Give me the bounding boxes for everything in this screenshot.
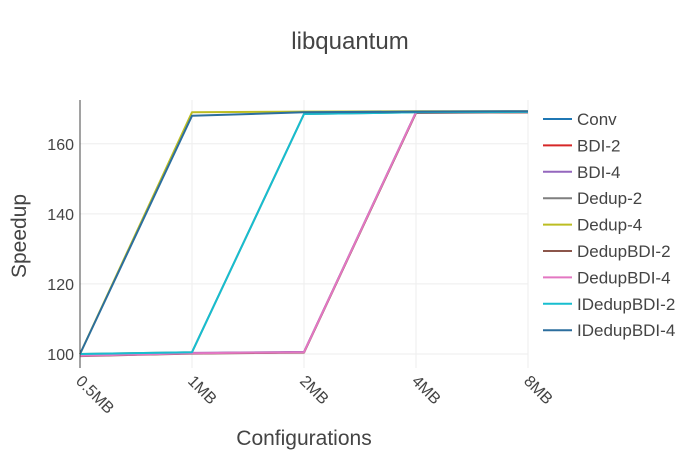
legend-item[interactable]: IDedupBDI-2: [543, 295, 675, 314]
y-axis-title: Speedup: [8, 194, 31, 278]
x-axis-title: Configurations: [236, 427, 371, 450]
x-tick-label: 2MB: [296, 373, 331, 408]
legend-label: BDI-2: [577, 136, 620, 155]
legend-label: IDedupBDI-2: [577, 295, 675, 314]
x-tick-label: 4MB: [408, 373, 443, 408]
chart-title: libquantum: [291, 28, 408, 55]
series-lines: [79, 110, 529, 358]
grid-lines: [80, 100, 529, 368]
legend-item[interactable]: BDI-2: [543, 136, 620, 155]
legend-item[interactable]: DedupBDI-4: [543, 268, 671, 287]
y-tick-label: 120: [47, 277, 74, 294]
legend-item[interactable]: Dedup-4: [543, 216, 642, 235]
y-tick-label: 140: [47, 207, 74, 224]
x-tick-label: 0.5MB: [72, 373, 117, 418]
legend-label: Dedup-4: [577, 216, 642, 235]
legend-label: BDI-4: [577, 163, 620, 182]
y-tick-label: 100: [47, 347, 74, 364]
legend[interactable]: Conv BDI-2 BDI-4 Dedup-2 Dedup-4 DedupBDI-2 De…: [543, 110, 675, 340]
legend-label: Conv: [577, 110, 617, 129]
legend-item[interactable]: DedupBDI-2: [543, 242, 671, 261]
x-tick-label: 8MB: [520, 373, 555, 408]
series-line-idedupbdi-4: [79, 110, 529, 355]
legend-label: Dedup-2: [577, 189, 642, 208]
x-tick-label: 1MB: [184, 373, 219, 408]
y-tick-label: 160: [47, 137, 74, 154]
legend-item[interactable]: IDedupBDI-4: [543, 321, 675, 340]
legend-label: DedupBDI-2: [577, 242, 671, 261]
legend-item[interactable]: Dedup-2: [543, 189, 642, 208]
legend-item[interactable]: BDI-4: [543, 163, 620, 182]
legend-label: DedupBDI-4: [577, 268, 671, 287]
legend-item[interactable]: Conv: [543, 110, 617, 129]
legend-label: IDedupBDI-4: [577, 321, 675, 340]
